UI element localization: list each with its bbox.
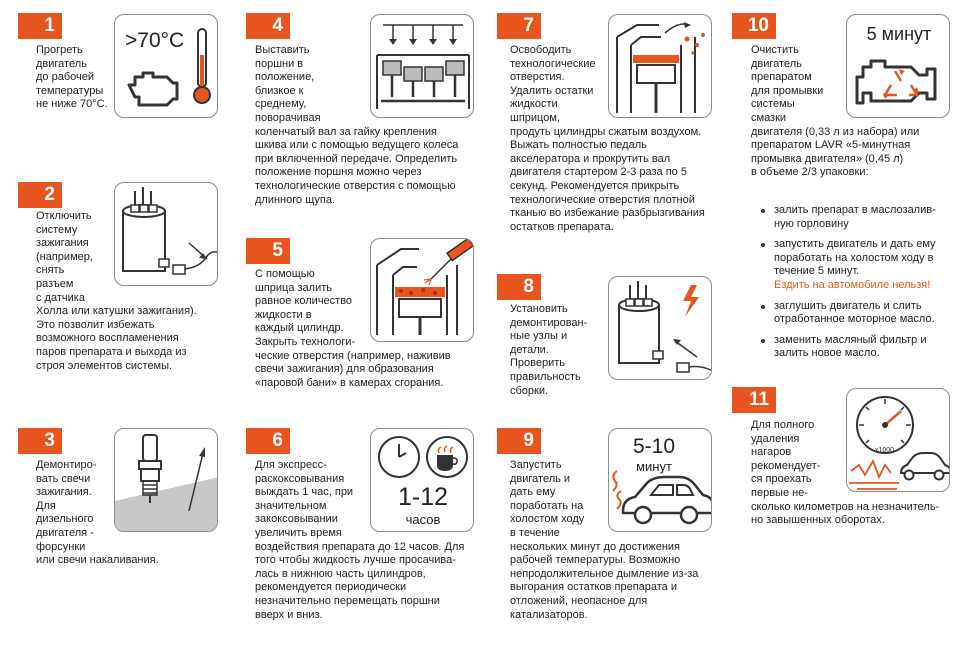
step-2-badge: 2 xyxy=(18,182,62,208)
temperature-label: >70°C xyxy=(125,29,185,52)
step-4-text: Выставить поршни в положение, близкое к … xyxy=(255,44,459,206)
step-11-text: Для полного удаления нагаров рекомендует… xyxy=(751,419,940,527)
spark-plug-icon xyxy=(115,434,217,531)
step-7-badge: 7 xyxy=(497,13,541,39)
step-10-text: Очистить двигатель препаратом для промыв… xyxy=(751,44,920,179)
minutes-range-label: 5-10 xyxy=(632,435,676,458)
step-10-bullet-list: залить препарат в маслозалив- ную горлов… xyxy=(752,204,952,368)
step-6-text: Для экспресс- раскоксовывания выждать 1 … xyxy=(255,459,465,621)
step-8-illustration xyxy=(608,276,712,380)
step-11-illustration: x1000 xyxy=(846,388,950,492)
list-item: запустить двигатель и дать ему поработат… xyxy=(752,238,952,292)
clock-coffee-icon xyxy=(378,436,468,478)
step-3-badge: 3 xyxy=(18,428,62,454)
step-5-text: С помощью шприца залить равное количеств… xyxy=(255,268,451,389)
hours-range-label: 1-12 xyxy=(397,483,449,511)
minutes-unit-label: минут xyxy=(636,459,672,474)
step-9-badge: 9 xyxy=(497,428,541,454)
step-2-illustration xyxy=(114,182,218,286)
step-6-badge: 6 xyxy=(246,428,290,454)
tachometer-icon xyxy=(849,396,949,490)
step-11-badge: 11 xyxy=(732,387,776,413)
syringe-cylinder-icon xyxy=(376,239,473,335)
step-10-badge: 10 xyxy=(732,13,776,39)
step-8-badge: 8 xyxy=(497,274,541,300)
step-1-illustration: >70°C xyxy=(114,14,218,118)
list-item: заглушить двигатель и слить отработанное… xyxy=(752,300,952,327)
step-6-illustration: 1-12 часов xyxy=(370,428,474,532)
list-item: залить препарат в маслозалив- ную горлов… xyxy=(752,204,952,231)
car-exhaust-icon xyxy=(612,470,711,525)
step-3-illustration xyxy=(114,428,218,532)
ignition-coil-icon xyxy=(122,187,217,275)
tacho-scale-label: x1000 xyxy=(875,447,895,454)
engine-recycle-icon xyxy=(855,59,937,105)
step-1-badge: 1 xyxy=(18,13,62,39)
step-8-text: Установить демонтирован- ные узлы и дета… xyxy=(510,303,588,397)
five-minutes-label: 5 минут xyxy=(866,24,932,44)
step-4-illustration xyxy=(370,14,474,118)
step-10-illustration: 5 минут xyxy=(846,14,950,118)
step-1-text: Прогреть двигатель до рабочей температур… xyxy=(36,44,108,111)
list-item: заменить масляный фильтр и залить новое … xyxy=(752,334,952,361)
coil-reconnect-icon xyxy=(618,281,711,373)
step-9-text: Запустить двигатель и дать ему поработат… xyxy=(510,459,699,621)
step-7-illustration xyxy=(608,14,712,118)
cylinder-purge-icon xyxy=(616,22,705,113)
hours-unit-label: часов xyxy=(405,512,441,527)
engine-thermometer-icon xyxy=(127,28,211,107)
pistons-icon xyxy=(376,24,470,109)
step-2-text: Отключить систему зажигания (например, с… xyxy=(36,210,197,372)
driving-warning: Ездить на автомобиле нельзя! xyxy=(774,278,931,291)
step-5-badge: 5 xyxy=(246,238,290,264)
step-5-illustration xyxy=(370,238,474,342)
step-9-illustration: 5-10 минут xyxy=(608,428,712,532)
step-4-badge: 4 xyxy=(246,13,290,39)
step-3-text: Демонтиро- вать свечи зажигания. Для диз… xyxy=(36,459,159,567)
step-7-text: Освободить технологические отверстия. Уд… xyxy=(510,44,705,233)
